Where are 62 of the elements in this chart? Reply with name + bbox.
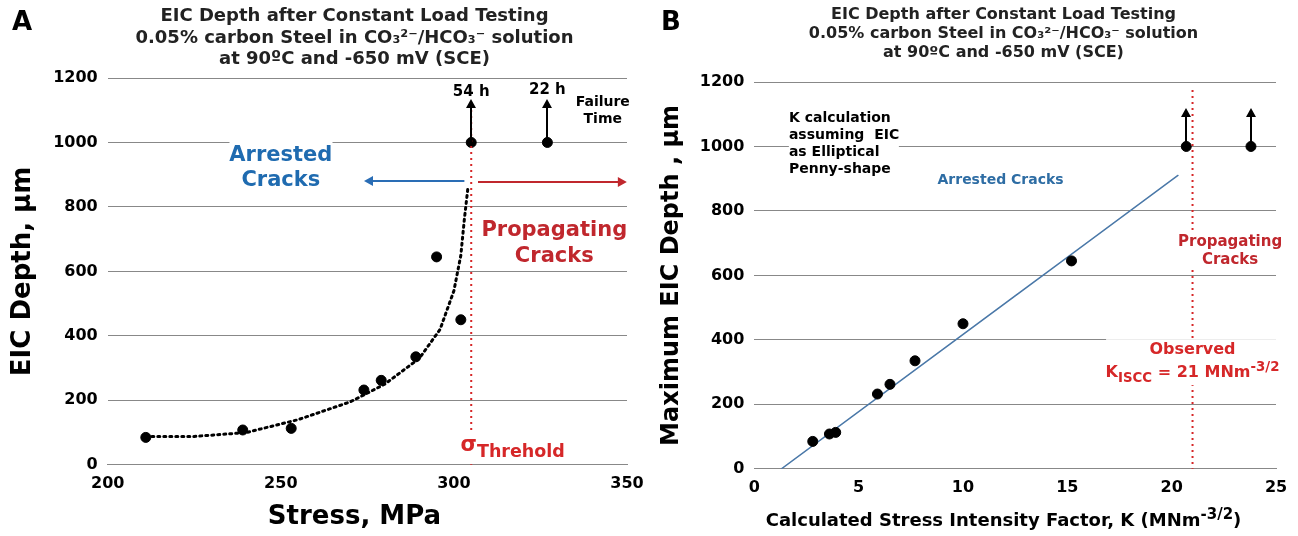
x-tick-label: 15 bbox=[1056, 476, 1079, 496]
point bbox=[541, 136, 553, 148]
x-tick-label: 5 bbox=[853, 476, 865, 496]
chart-title: EIC Depth after Constant Load Testing bbox=[831, 4, 1176, 23]
point bbox=[431, 251, 443, 263]
y-axis-title: Maximum EIC Depth , µm bbox=[655, 104, 684, 446]
text: A bbox=[12, 6, 33, 36]
point bbox=[285, 422, 297, 434]
x-tick-label: 250 bbox=[264, 472, 298, 492]
y-tick-label: 200 bbox=[710, 393, 745, 413]
y-tick-label: 600 bbox=[64, 260, 98, 280]
y-tick-label: 400 bbox=[710, 329, 745, 349]
x-tick-label: 350 bbox=[610, 472, 644, 492]
point bbox=[1180, 140, 1192, 152]
y-tick-label: 1200 bbox=[53, 67, 98, 87]
point bbox=[455, 314, 467, 326]
x-tick-label: 20 bbox=[1160, 476, 1183, 496]
point bbox=[1245, 140, 1257, 152]
annotation: Propagating Cracks bbox=[1178, 231, 1283, 268]
y-tick-label: 1000 bbox=[53, 131, 98, 151]
x-axis-title: Calculated Stress Intensity Factor, K (MNm$^{-3/2}$) bbox=[764, 505, 1243, 530]
y-tick-label: 0 bbox=[86, 453, 98, 473]
point bbox=[358, 384, 370, 396]
point bbox=[140, 431, 152, 443]
x-tick-label: 0 bbox=[748, 476, 760, 496]
y-tick-label: 1000 bbox=[699, 135, 745, 155]
annotation: Failure Time bbox=[575, 93, 630, 128]
chart-subtitle: 0.05% carbon Steel in CO₃²⁻/HCO₃⁻ solution at 90ºC and -650 mV (SCE) bbox=[808, 23, 1199, 62]
y-axis-title: EIC Depth, µm bbox=[6, 166, 37, 377]
y-tick-label: 800 bbox=[64, 196, 98, 216]
point bbox=[375, 374, 387, 386]
annotation: K calculation assuming EIC as Elliptical Penny-shape bbox=[788, 109, 900, 177]
y-tick-label: 200 bbox=[64, 389, 98, 409]
annotation: 22 h bbox=[528, 80, 566, 99]
x-axis-title: Stress, MPa bbox=[266, 500, 443, 530]
y-tick-label: 1200 bbox=[699, 71, 745, 91]
point bbox=[871, 388, 883, 400]
chart-title: EIC Depth after Constant Load Testing bbox=[160, 4, 549, 25]
x-tick-label: 200 bbox=[91, 472, 125, 492]
annotation: Propagating Cracks bbox=[481, 217, 628, 268]
point bbox=[807, 435, 819, 447]
annotation: Arrested Cracks bbox=[937, 170, 1064, 188]
text: B bbox=[661, 6, 681, 36]
text: Observed K$_{ISCC}$ = 21 MNm$^{-3/2}$ bbox=[1105, 339, 1280, 385]
x-tick-label: 300 bbox=[437, 472, 471, 492]
x-tick-label: 10 bbox=[951, 476, 975, 496]
x-tick-label: 25 bbox=[1264, 476, 1288, 496]
point bbox=[410, 351, 422, 363]
y-tick-label: 400 bbox=[64, 325, 98, 345]
point bbox=[884, 378, 896, 390]
point bbox=[957, 318, 969, 330]
y-tick-label: 800 bbox=[710, 200, 745, 220]
point bbox=[1066, 255, 1078, 267]
y-tick-label: 0 bbox=[733, 457, 745, 477]
point bbox=[909, 355, 921, 367]
chart-subtitle: 0.05% carbon Steel in CO₃²⁻/HCO₃⁻ solution at 90ºC and -650 mV (SCE) bbox=[135, 25, 574, 69]
point bbox=[237, 424, 249, 436]
point bbox=[830, 426, 842, 438]
annotation: Arrested Cracks bbox=[229, 141, 333, 192]
annotation: 54 h bbox=[452, 81, 490, 100]
y-tick-label: 600 bbox=[710, 264, 745, 284]
ref-line-label: σ$_{Threhold}$ bbox=[460, 432, 565, 462]
